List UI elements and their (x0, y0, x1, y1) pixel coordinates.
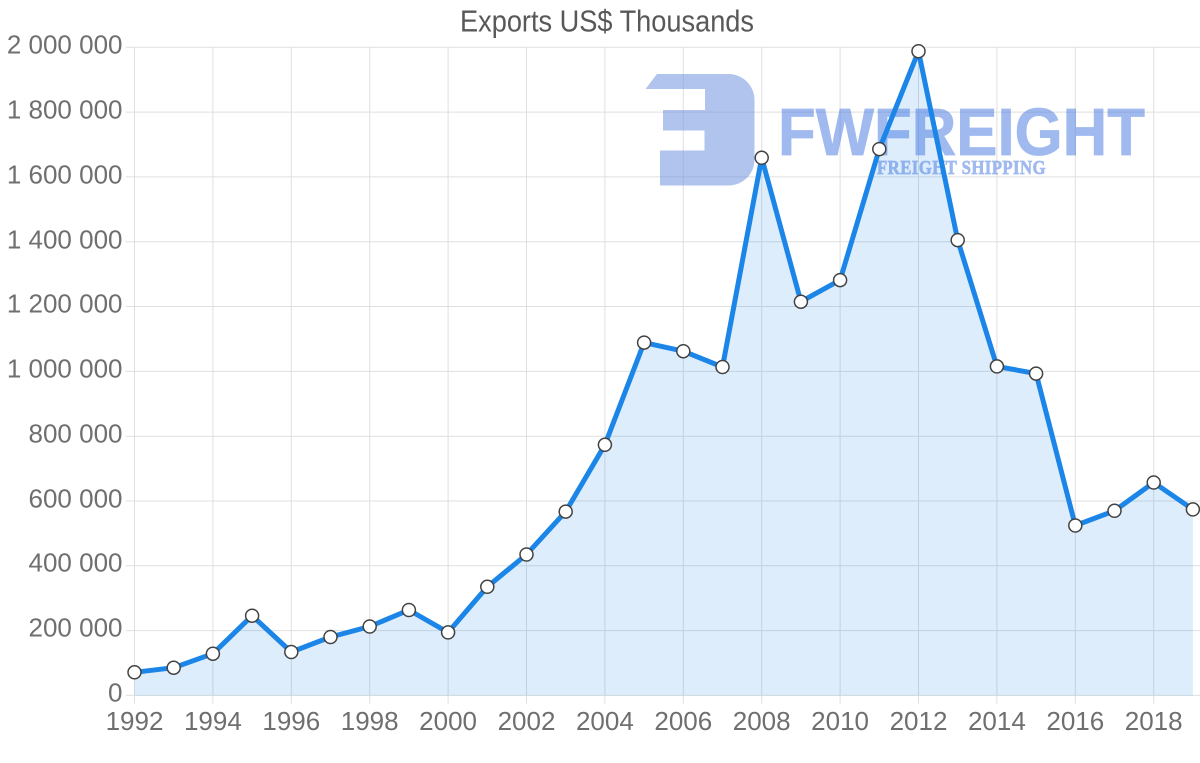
svg-text:2008: 2008 (733, 706, 791, 736)
svg-text:200 000: 200 000 (29, 613, 123, 643)
svg-text:2 000 000: 2 000 000 (7, 30, 123, 60)
svg-text:Exports US$ Thousands: Exports US$ Thousands (460, 4, 754, 39)
svg-text:2000: 2000 (419, 706, 477, 736)
svg-text:2018: 2018 (1125, 706, 1183, 736)
svg-text:800 000: 800 000 (29, 419, 123, 449)
svg-text:1 400 000: 1 400 000 (7, 225, 123, 255)
svg-text:2010: 2010 (811, 706, 869, 736)
svg-text:2012: 2012 (890, 706, 948, 736)
svg-text:2014: 2014 (968, 706, 1026, 736)
svg-text:1 600 000: 1 600 000 (7, 160, 123, 190)
svg-text:2004: 2004 (576, 706, 634, 736)
svg-text:2016: 2016 (1046, 706, 1104, 736)
svg-text:FREIGHT SHIPPING: FREIGHT SHIPPING (877, 157, 1046, 179)
svg-text:0: 0 (108, 678, 122, 708)
svg-text:1994: 1994 (184, 706, 242, 736)
svg-text:2006: 2006 (654, 706, 712, 736)
svg-text:1 200 000: 1 200 000 (7, 289, 123, 319)
svg-text:600 000: 600 000 (29, 484, 123, 514)
svg-text:FWFREIGHT: FWFREIGHT (778, 95, 1145, 170)
svg-text:1 000 000: 1 000 000 (7, 354, 123, 384)
svg-text:1998: 1998 (341, 706, 399, 736)
svg-text:1 800 000: 1 800 000 (7, 95, 123, 125)
svg-text:1996: 1996 (262, 706, 320, 736)
svg-text:1992: 1992 (106, 706, 164, 736)
svg-text:400 000: 400 000 (29, 548, 123, 578)
svg-text:2002: 2002 (498, 706, 556, 736)
